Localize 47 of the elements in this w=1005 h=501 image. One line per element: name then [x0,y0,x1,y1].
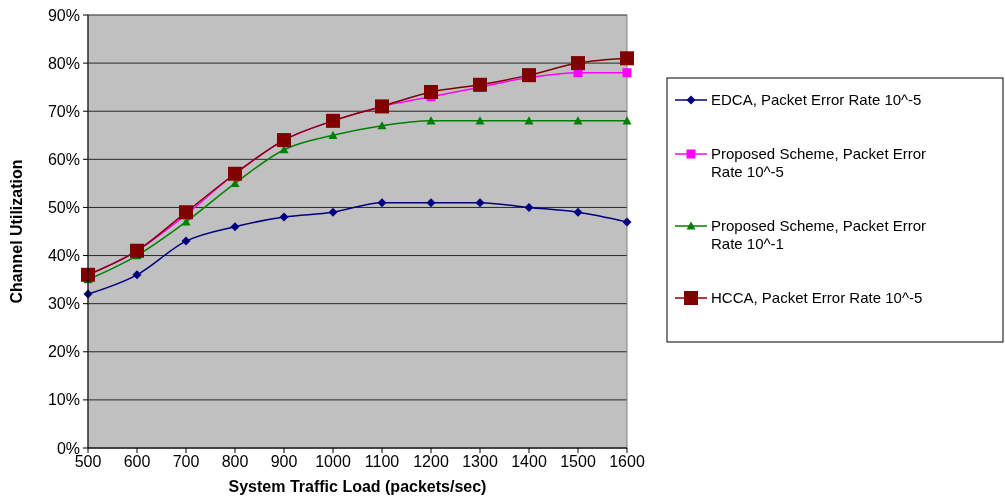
x-axis-title: System Traffic Load (packets/sec) [228,478,487,495]
x-tick-label: 1200 [413,453,449,470]
x-tick-label: 900 [270,453,298,470]
legend-label: Proposed Scheme, Packet Error Rate 10^-5 [711,145,927,181]
point [179,205,193,220]
y-tick-label: 40% [47,247,80,265]
point [622,217,632,227]
point [524,202,534,212]
x-tick-label: 1000 [315,453,351,470]
legend-label: HCCA, Packet Error Rate 10^-5 [711,289,923,307]
x-tick-label: 700 [172,453,200,470]
point [132,270,142,280]
x-tick-label: 1300 [462,453,498,470]
point [328,130,338,139]
y-tick-label: 70% [47,102,80,120]
x-tick-label: 500 [74,453,102,470]
point [573,207,583,217]
y-tick-label: 50% [47,199,80,217]
y-tick-label: 10% [47,391,80,409]
x-tick-label: 1500 [560,453,596,470]
x-tick-label: 600 [123,453,151,470]
point [571,56,585,71]
x-tick-label: 1100 [364,453,400,470]
point [279,212,289,222]
point [522,68,536,83]
legend-label: EDCA, Packet Error Rate 10^-5 [711,91,922,109]
point [426,198,436,208]
x-tick-label: 1400 [511,453,547,470]
point [181,236,191,246]
point [377,198,387,208]
point [424,84,438,99]
point [328,207,338,217]
y-tick-label: 90% [47,6,80,24]
legend-label: Proposed Scheme, Packet Error Rate 10^-1 [711,217,927,253]
y-tick-label: 30% [47,295,80,313]
point [622,68,632,78]
y-axis-title: Channel Utilization [8,159,25,304]
x-tick-label: 1600 [609,453,645,470]
point [475,198,485,208]
x-tick-label: 800 [221,453,249,470]
y-tick-label: 80% [47,54,80,72]
point [377,121,387,130]
point [620,51,634,66]
y-tick-label: 60% [47,150,80,168]
y-tick-label: 20% [47,343,80,361]
point [473,77,487,92]
point [230,222,240,232]
